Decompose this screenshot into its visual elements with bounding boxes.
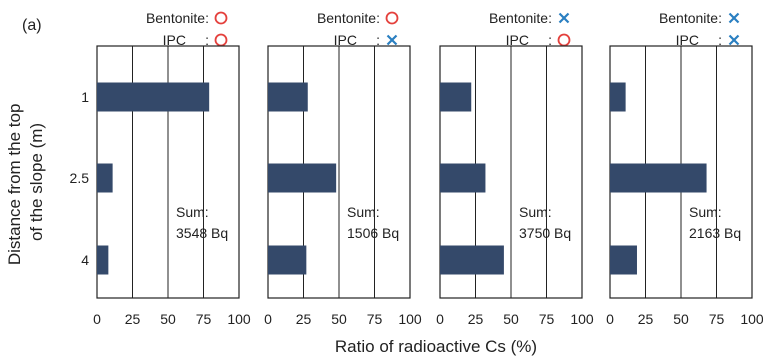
x-tick-label: 75 bbox=[539, 311, 555, 327]
chart-panel-4: Bentonite: IPC: 0 25 50 75 100 Sum: 2163 Bq bbox=[606, 10, 763, 327]
x-tick-label: 75 bbox=[196, 311, 212, 327]
cross-stroke bbox=[728, 12, 740, 24]
bar-4 bbox=[440, 245, 504, 275]
ipc-colon: : bbox=[205, 32, 209, 48]
bar-1 bbox=[440, 82, 472, 112]
sum-value: 3750 Bq bbox=[519, 225, 571, 241]
x-tick-label: 25 bbox=[638, 311, 654, 327]
sum-label: Sum: bbox=[176, 204, 209, 220]
chart-panel-1: Bentonite: IPC: 0 25 50 75 100 1 2.5 4 Sum: 3548 Bq bbox=[70, 10, 251, 327]
chart-panel-2: Bentonite: IPC: 0 25 50 75 100 Sum: 1506 Bq bbox=[264, 10, 422, 327]
bentonite-symbol-cross-icon bbox=[558, 12, 570, 24]
ipc-symbol-circle-icon bbox=[214, 33, 228, 47]
cross-stroke bbox=[386, 34, 398, 46]
bar-2.5 bbox=[268, 163, 337, 193]
bar-2.5 bbox=[610, 163, 707, 193]
x-tick-label: 100 bbox=[398, 311, 422, 327]
sum-label: Sum: bbox=[689, 204, 722, 220]
bar-4 bbox=[97, 245, 109, 275]
ipc-symbol-cross-icon bbox=[728, 34, 740, 46]
y-axis-label-line-2: of the slope (m) bbox=[27, 123, 46, 241]
x-tick-label: 100 bbox=[570, 311, 594, 327]
sum-label: Sum: bbox=[347, 204, 380, 220]
shared-y-axis-label: Distance from the top of the slope (m) bbox=[5, 99, 46, 265]
bentonite-label: Bentonite: bbox=[659, 10, 722, 26]
x-tick-label: 50 bbox=[160, 311, 176, 327]
y-tick-label: 1 bbox=[81, 89, 89, 105]
ipc-symbol-cross-icon bbox=[386, 34, 398, 46]
x-tick-label: 0 bbox=[264, 311, 272, 327]
cross-stroke bbox=[558, 12, 570, 24]
ipc-label: IPC bbox=[334, 32, 357, 48]
x-tick-label: 75 bbox=[367, 311, 383, 327]
y-axis-label-line-1: Distance from the top bbox=[5, 104, 24, 266]
ipc-colon: : bbox=[718, 32, 722, 48]
x-tick-label: 25 bbox=[468, 311, 484, 327]
chart-panel-3: Bentonite: IPC: 0 25 50 75 100 Sum: 3750 Bq bbox=[436, 10, 594, 327]
y-tick-label: 4 bbox=[81, 252, 89, 268]
bentonite-symbol-circle-icon bbox=[214, 11, 228, 25]
cross-stroke bbox=[728, 34, 740, 46]
ipc-colon: : bbox=[548, 32, 552, 48]
bar-1 bbox=[97, 82, 210, 112]
x-tick-label: 50 bbox=[503, 311, 519, 327]
ipc-label: IPC bbox=[163, 32, 186, 48]
bar-2.5 bbox=[97, 163, 113, 193]
sum-value: 1506 Bq bbox=[347, 225, 399, 241]
ipc-label: IPC bbox=[676, 32, 699, 48]
bar-1 bbox=[268, 82, 308, 112]
x-tick-label: 100 bbox=[227, 311, 251, 327]
sum-value: 3548 Bq bbox=[176, 225, 228, 241]
ipc-colon: : bbox=[376, 32, 380, 48]
x-tick-label: 50 bbox=[673, 311, 689, 327]
sum-value: 2163 Bq bbox=[689, 225, 741, 241]
x-tick-label: 25 bbox=[296, 311, 312, 327]
x-tick-label: 75 bbox=[709, 311, 725, 327]
bentonite-label: Bentonite: bbox=[317, 10, 380, 26]
bentonite-label: Bentonite: bbox=[489, 10, 552, 26]
x-tick-label: 50 bbox=[331, 311, 347, 327]
bar-2.5 bbox=[440, 163, 486, 193]
sum-label: Sum: bbox=[519, 204, 552, 220]
ipc-label: IPC bbox=[506, 32, 529, 48]
y-tick-label: 2.5 bbox=[70, 170, 90, 186]
shared-x-axis-label: Ratio of radioactive Cs (%) bbox=[335, 337, 537, 356]
x-tick-label: 100 bbox=[740, 311, 763, 327]
bentonite-label: Bentonite: bbox=[146, 10, 209, 26]
x-tick-label: 0 bbox=[436, 311, 444, 327]
ipc-symbol-circle-icon bbox=[557, 33, 571, 47]
bar-4 bbox=[268, 245, 307, 275]
bar-1 bbox=[610, 82, 626, 112]
x-tick-label: 0 bbox=[606, 311, 614, 327]
bar-4 bbox=[610, 245, 637, 275]
bentonite-symbol-circle-icon bbox=[385, 11, 399, 25]
figure-label: (a) bbox=[22, 17, 42, 34]
x-tick-label: 0 bbox=[93, 311, 101, 327]
bentonite-symbol-cross-icon bbox=[728, 12, 740, 24]
x-tick-label: 25 bbox=[125, 311, 141, 327]
chart-panels: Bentonite: IPC: 0 25 50 75 100 1 2.5 4 Sum: 3548 Bq… bbox=[70, 10, 763, 327]
